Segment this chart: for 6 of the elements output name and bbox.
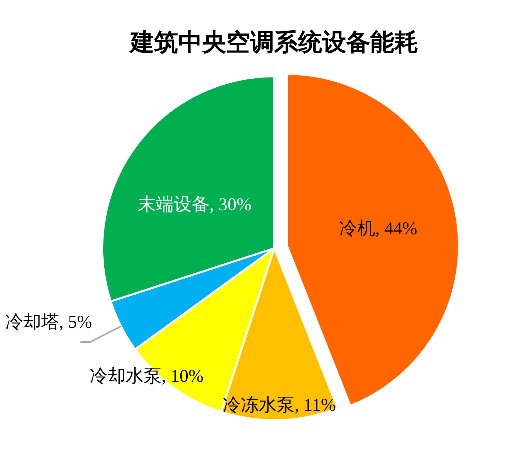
slice-label: 冷机, 44% — [340, 218, 418, 239]
slice-label: 末端设备, 30% — [138, 194, 252, 214]
chart-title: 建筑中央空调系统设备能耗 — [128, 28, 418, 56]
slice-label: 冷却塔, 5% — [5, 312, 92, 332]
slice-label: 冷却水泵, 10% — [90, 366, 204, 386]
slice-label: 冷冻水泵, 11% — [222, 394, 336, 415]
